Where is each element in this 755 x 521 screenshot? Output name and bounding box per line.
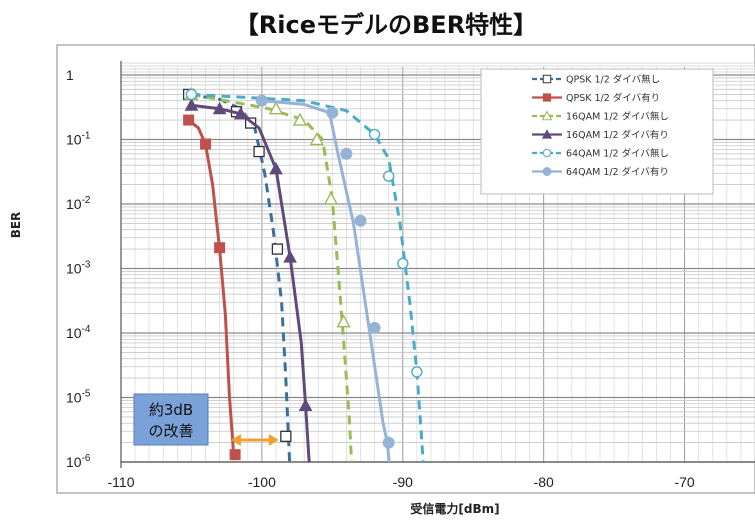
- legend-marker-shape: [542, 93, 552, 102]
- legend-label: 16QAM 1/2 ダイバ無し: [566, 111, 669, 123]
- legend: QPSK 1/2 ダイバ無し QPSK 1/2 ダイバ有り 16QAM 1/2 ダイ…: [480, 68, 714, 195]
- x-tick-label: -90: [393, 474, 413, 490]
- data-point: [397, 257, 409, 270]
- x-tick-label: -100: [248, 474, 276, 490]
- legend-label: 16QAM 1/2 ダイバ有り: [566, 129, 669, 141]
- series-line: [191, 92, 354, 462]
- y-tick-label: 10-2: [66, 195, 91, 212]
- data-point: [233, 106, 248, 120]
- y-tick-label: 1: [66, 67, 74, 83]
- annotation-box: [133, 393, 209, 446]
- data-point: [255, 94, 268, 107]
- data-point: [212, 101, 227, 115]
- data-point: [382, 170, 395, 182]
- legend-box: [480, 68, 714, 195]
- series-line: [187, 118, 236, 455]
- data-point: [309, 132, 325, 146]
- data-point: [184, 98, 199, 111]
- data-point: [280, 430, 292, 442]
- data-point: [229, 449, 241, 461]
- data-point: [336, 314, 351, 328]
- data-point: [200, 138, 212, 150]
- y-tick-label: 10-6: [66, 453, 91, 470]
- data-point: [382, 436, 395, 449]
- legend-marker-shape: [542, 167, 552, 176]
- legend-marker-shape: [542, 148, 552, 158]
- legend-marker-shape: [541, 110, 553, 121]
- data-point: [368, 321, 381, 334]
- legend-label: QPSK 1/2 ダイバ有り: [566, 92, 660, 104]
- legend-marker: [542, 148, 552, 158]
- series-2: [183, 114, 241, 461]
- data-point: [271, 243, 284, 255]
- legend-label: 64QAM 1/2 ダイバ有り: [566, 166, 669, 178]
- series-6: [255, 94, 395, 462]
- series-line: [191, 92, 425, 462]
- legend-marker-shape: [542, 74, 552, 84]
- legend-marker: [541, 129, 553, 139]
- legend-label: 64QAM 1/2 ダイバ無し: [566, 148, 669, 160]
- data-point: [185, 88, 198, 101]
- chart-title: 【RiceモデルのBER特性】: [235, 11, 537, 39]
- improvement-annotation: 約3dB の改善: [133, 393, 209, 446]
- legend-label: QPSK 1/2 ダイバ無し: [566, 74, 660, 86]
- annotation-line1: 約3dB: [149, 401, 193, 419]
- legend-marker: [541, 110, 553, 121]
- arrow-head-left: [230, 434, 241, 446]
- series-4: [184, 98, 313, 462]
- data-point: [253, 145, 265, 158]
- legend-marker: [542, 93, 552, 102]
- series-line: [261, 99, 391, 462]
- y-axis-label: BER: [9, 212, 23, 239]
- series-group: [182, 86, 425, 462]
- data-point: [340, 147, 353, 160]
- data-point: [323, 191, 339, 205]
- legend-marker: [542, 74, 552, 84]
- data-point: [354, 214, 367, 227]
- x-axis-label: 受信電力[dBm]: [410, 501, 499, 516]
- data-point: [411, 366, 423, 378]
- data-point: [292, 112, 308, 126]
- data-point: [183, 114, 195, 126]
- improvement-arrow: [230, 434, 279, 446]
- y-tick-label: 10-1: [66, 131, 91, 148]
- data-point: [283, 250, 297, 263]
- data-point: [298, 398, 313, 412]
- y-tick-labels: 1 10-1 10-2 10-3 10-4 10-5 10-6: [66, 67, 91, 470]
- data-point: [269, 161, 283, 175]
- y-tick-label: 10-4: [66, 324, 91, 341]
- series-3: [184, 86, 354, 462]
- data-point: [368, 128, 381, 141]
- data-point: [214, 242, 226, 254]
- data-point: [268, 101, 284, 115]
- legend-marker-shape: [541, 129, 553, 139]
- annotation-line2: の改善: [148, 422, 193, 440]
- x-tick-label: -80: [534, 474, 554, 490]
- legend-marker: [542, 167, 552, 176]
- series-5: [185, 88, 425, 462]
- x-tick-label: -110: [108, 474, 135, 490]
- y-tick-label: 10-5: [66, 389, 91, 406]
- series-line: [188, 92, 292, 462]
- y-tick-label: 10-3: [66, 260, 91, 277]
- data-series: [182, 86, 425, 462]
- x-tick-label: -70: [674, 474, 694, 490]
- arrow-head-right: [268, 434, 279, 446]
- x-tick-labels: -110 -100 -90 -80 -70: [108, 474, 695, 490]
- data-point: [326, 106, 339, 119]
